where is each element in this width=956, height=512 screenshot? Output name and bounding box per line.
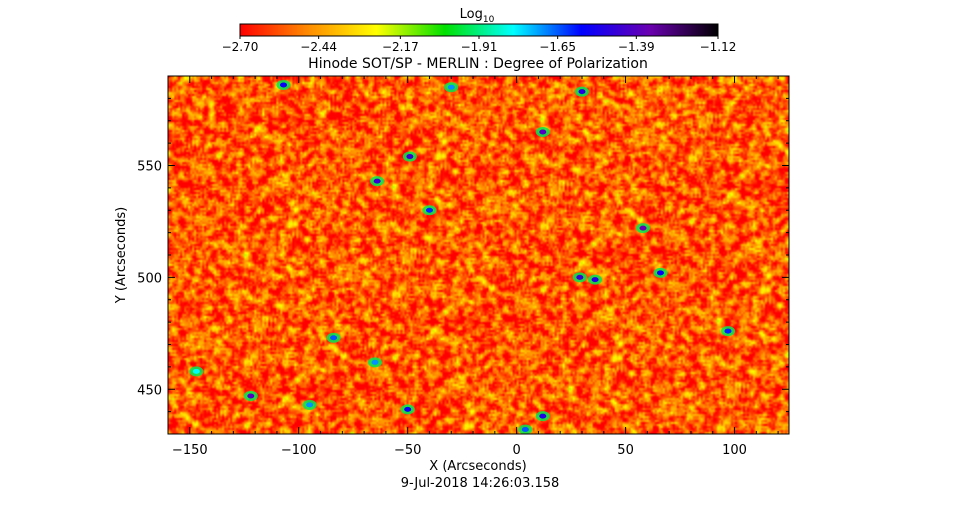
x-tick-label: −50 [394, 443, 421, 458]
feature-core [371, 359, 379, 365]
feature-core [447, 84, 455, 90]
feature-core [639, 225, 647, 231]
y-axis-label: Y (Arcseconds) [114, 207, 129, 304]
feature-core [330, 335, 338, 341]
feature-core [724, 328, 732, 334]
feature-core [247, 393, 255, 399]
feature-core [279, 82, 287, 88]
x-axis: −150 −100 −50 0 50 100 [167, 76, 779, 458]
y-tick-label: 550 [137, 160, 162, 175]
x-tick-label: 50 [617, 443, 634, 458]
feature-core [306, 402, 314, 408]
feature-core [521, 427, 529, 433]
feature-core [425, 207, 433, 213]
heatmap-area [167, 75, 790, 435]
x-tick-label: 100 [722, 443, 747, 458]
x-tick-label: −100 [281, 443, 317, 458]
colorbar-tick-label: −2.70 [222, 40, 259, 54]
feature-core [406, 154, 414, 160]
colorbar-tick-label: −2.44 [300, 40, 337, 54]
colorbar-ticks: −2.70 −2.44 −2.17 −1.91 −1.65 −1.39 −1.12 [222, 36, 737, 54]
colorbar-label: Log10 [460, 7, 495, 25]
colorbar-tick-label: −1.91 [461, 40, 498, 54]
heatmap-image [168, 76, 789, 434]
timestamp: 9-Jul-2018 14:26:03.158 [401, 476, 560, 491]
feature-core [539, 413, 547, 419]
feature-core [373, 178, 381, 184]
y-axis: 450 500 550 [137, 75, 789, 413]
feature-core [539, 129, 547, 135]
colorbar-tick-label: −1.39 [618, 40, 655, 54]
feature-core [576, 274, 584, 280]
chart-title: Hinode SOT/SP - MERLIN : Degree of Polar… [308, 56, 648, 72]
x-tick-label: 0 [512, 443, 520, 458]
polarization-features [189, 79, 735, 434]
y-tick-label: 450 [137, 383, 162, 398]
x-tick-label: −150 [172, 443, 208, 458]
colorbar-tick-label: −2.17 [382, 40, 419, 54]
colorbar: Log10 −2.70 −2.44 −2.17 −1.91 −1.65 −1.39 −1.1… [222, 7, 737, 54]
feature-core [192, 368, 200, 374]
colorbar-tick-label: −1.65 [539, 40, 576, 54]
feature-core [591, 277, 599, 283]
y-tick-label: 500 [137, 271, 162, 286]
colorbar-strip [239, 23, 719, 37]
feature-core [578, 89, 586, 95]
x-axis-label: X (Arcseconds) [429, 459, 526, 474]
feature-core [656, 270, 664, 276]
feature-core [404, 406, 412, 412]
colorbar-tick-label: −1.12 [700, 40, 737, 54]
